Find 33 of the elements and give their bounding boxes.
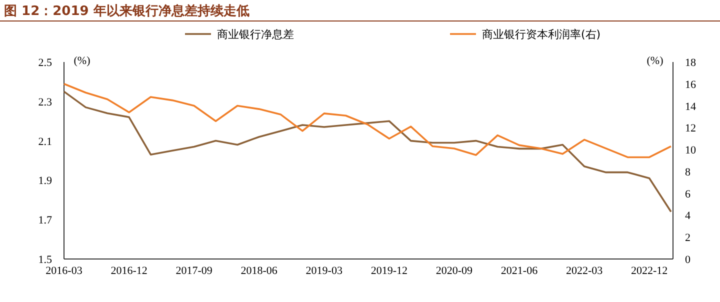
- y2-tick-label: 14: [685, 100, 696, 113]
- y-axis-title: (%): [74, 55, 91, 67]
- y2-tick-label: 18: [685, 57, 696, 69]
- y2-tick-label: 0: [685, 254, 691, 266]
- x-tick-label: 2018-06: [240, 265, 278, 277]
- line-series: [63, 90, 672, 213]
- y2-tick-label: 6: [685, 188, 691, 200]
- y-tick-label: 2.5: [38, 57, 52, 69]
- x-tick-label: 2022-12: [630, 265, 668, 277]
- y2-tick-label: 2: [685, 232, 690, 244]
- x-tick-label: 2017-09: [176, 265, 213, 277]
- y-tick-label: 1.5: [38, 254, 52, 266]
- y-tick-label: 2.3: [38, 96, 52, 108]
- legend-label: 商业银行净息差: [217, 28, 294, 41]
- line-series: [63, 82, 672, 158]
- y2-tick-label: 8: [685, 166, 691, 178]
- chart-title: 图 12：2019 年以来银行净息差持续走低: [4, 3, 250, 19]
- y-tick-label: 1.7: [38, 214, 52, 227]
- y2-tick-label: 16: [685, 78, 696, 91]
- y2-tick-label: 12: [685, 122, 696, 135]
- x-tick-label: 2019-12: [370, 265, 408, 277]
- x-tick-label: 2016-12: [110, 265, 148, 277]
- y-tick-label: 2.1: [38, 136, 52, 148]
- x-tick-label: 2019-03: [306, 265, 343, 277]
- y2-tick-label: 10: [685, 144, 696, 157]
- x-tick-label: 2021-06: [500, 265, 538, 277]
- x-tick-label: 2016-03: [46, 265, 83, 277]
- x-tick-label: 2020-09: [436, 265, 474, 277]
- y-tick-label: 1.9: [38, 175, 52, 188]
- x-tick-label: 2022-03: [566, 265, 604, 277]
- y2-tick-label: 4: [685, 210, 691, 222]
- y2-axis-title: (%): [646, 55, 664, 67]
- legend-label: 商业银行资本利润率(右): [482, 28, 601, 41]
